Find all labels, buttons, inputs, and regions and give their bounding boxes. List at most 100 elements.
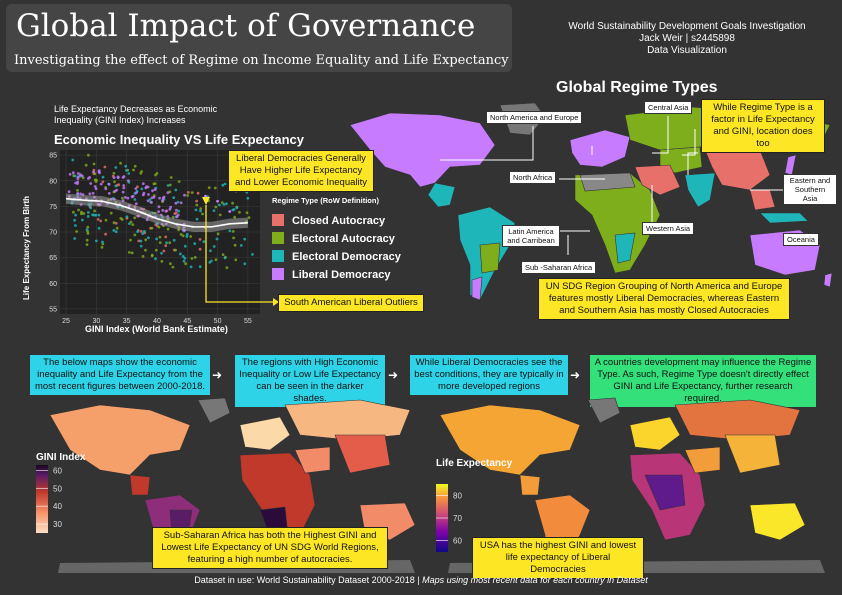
scatter-point (123, 196, 127, 199)
x-tick-label: 40 (153, 318, 161, 325)
callout-maps-intro: The below maps show the economic inequal… (30, 355, 210, 395)
page-title: Global Impact of Governance (16, 8, 476, 44)
gini-gradient-bar (36, 465, 48, 533)
scatter-point (137, 239, 141, 243)
scatter-point (209, 249, 212, 253)
scatter-point (182, 259, 186, 263)
scatter-point (73, 174, 77, 178)
scatter-title: Economic Inequality VS Life Expectancy (54, 132, 304, 147)
scatter-point (179, 252, 182, 256)
scatter-point (86, 225, 90, 229)
scatter-point (177, 180, 181, 183)
scatter-point (174, 248, 178, 252)
scatter-point (231, 230, 235, 233)
scatter-point (157, 210, 160, 214)
scatter-point (112, 176, 116, 179)
scatter-point (216, 232, 220, 236)
scatter-point (235, 206, 239, 210)
scatter-point (150, 226, 154, 230)
scatter-point (207, 186, 211, 190)
scatter-point (247, 216, 251, 220)
scatter-point (169, 262, 172, 266)
scatter-point (133, 233, 137, 237)
scatter-point (223, 256, 227, 260)
scatter-point (161, 196, 165, 200)
legend-item-electoral-autocracy: Electoral Autocracy (272, 232, 401, 245)
scatter-point (198, 238, 202, 241)
arrow-head-liberal (202, 197, 210, 205)
scatter-point (133, 164, 137, 168)
scatter-point (109, 211, 113, 215)
scatter-point (155, 237, 158, 241)
callout-darker-shades: The regions with High Economic Inequalit… (235, 355, 385, 407)
scatter-point (146, 199, 150, 203)
scatter-point (71, 158, 75, 162)
legend-swatch (272, 214, 284, 226)
scatter-point (231, 201, 235, 205)
scatter-point (150, 253, 154, 257)
scatter-point (210, 259, 213, 263)
scatter-point (243, 237, 247, 241)
scatter-point (152, 182, 156, 186)
scatter-point (140, 187, 144, 191)
scatter-point (93, 209, 96, 213)
scatter-point (126, 196, 130, 200)
scatter-point (86, 232, 90, 235)
scatter-point (115, 226, 119, 230)
scatter-point (114, 184, 118, 188)
scatter-point (193, 242, 197, 245)
scatter-point (89, 182, 93, 185)
scatter-legend: Closed Autocracy Electoral Autocracy Ele… (272, 214, 401, 281)
scatter-point (125, 169, 128, 172)
scatter-point (76, 175, 80, 179)
scatter-point (189, 235, 193, 238)
scatter-point (199, 209, 202, 213)
scatter-point (215, 237, 219, 241)
scatter-point (112, 171, 116, 175)
scatter-point (234, 258, 238, 262)
callout-location: While Regime Type is a factor in Life Ex… (701, 99, 825, 153)
scatter-point (172, 196, 176, 199)
y-tick-label: 55 (49, 306, 57, 313)
scatter-point (87, 153, 90, 157)
scatter-point (132, 168, 135, 172)
scatter-point (142, 191, 146, 195)
callout-usa: USA has the highest GINI and lowest life… (472, 537, 644, 579)
scatter-point (139, 171, 143, 175)
credits-project: World Sustainability Development Goals I… (568, 21, 806, 32)
scatter-point (88, 192, 92, 196)
scatter-point (174, 188, 178, 192)
legend-label: Electoral Democracy (292, 251, 401, 263)
scatter-point (148, 198, 152, 201)
scatter-point (114, 221, 118, 225)
x-tick-label: 55 (244, 318, 252, 325)
scatter-point (77, 208, 80, 212)
scatter-point (189, 265, 193, 269)
scatter-point (251, 253, 254, 256)
callout-un-sdg: UN SDG Region Grouping of North America … (538, 278, 790, 320)
page-subtitle: Investigating the effect of Regime on In… (14, 53, 509, 68)
scatter-point (136, 230, 139, 233)
label-eastern-southern-asia: Eastern and Southern Asia (783, 174, 837, 205)
scatter-point (81, 218, 84, 222)
arrow-right-icon: ➜ (212, 368, 223, 382)
legend-item-closed-autocracy: Closed Autocracy (272, 214, 401, 227)
title-panel (6, 4, 512, 72)
scatter-point (76, 189, 79, 192)
scatter-point (166, 191, 170, 195)
scatter-point (221, 253, 225, 256)
scatter-point (71, 171, 75, 175)
scatter-point (150, 201, 153, 204)
scatter-point (213, 186, 217, 190)
scatter-point (176, 200, 180, 204)
scatter-point (97, 226, 101, 230)
scatter-point (194, 208, 198, 212)
scatter-point (166, 227, 170, 231)
scatter-ylabel: Life Expectancy From Birth (22, 195, 31, 300)
scatter-point (125, 215, 129, 219)
scatter-point (141, 232, 145, 235)
scatter-point (82, 212, 86, 215)
callout-developed: While Liberal Democracies see the best c… (410, 355, 568, 395)
scatter-point (87, 211, 90, 214)
legend-swatch (272, 268, 284, 280)
